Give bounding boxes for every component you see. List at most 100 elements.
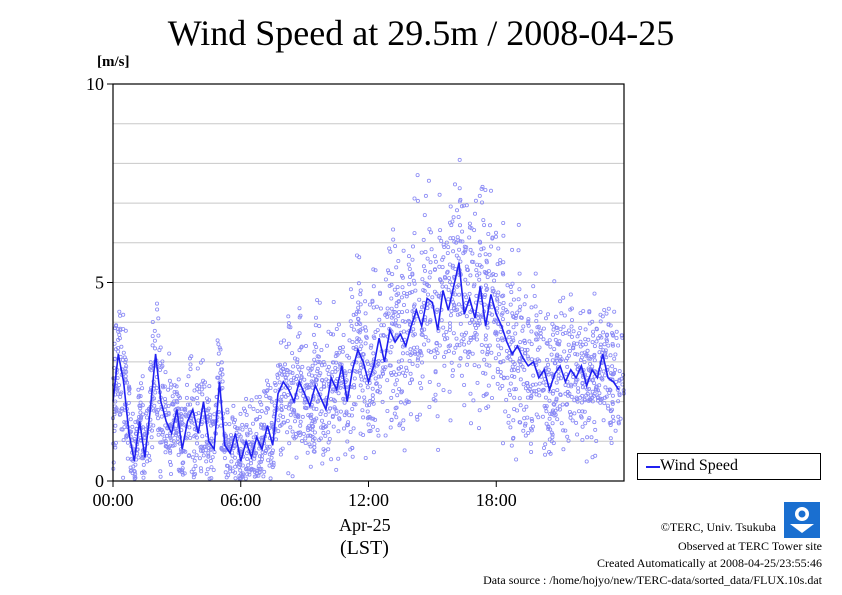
sample-point [307,383,312,388]
sample-point [175,436,180,441]
sample-point [313,323,318,328]
sample-point [422,342,427,347]
sample-point [181,460,186,465]
sample-point [152,403,157,408]
sample-point [584,393,589,398]
sample-point [358,292,363,297]
sample-point [441,388,446,393]
sample-point [353,402,358,407]
sample-point [386,311,391,316]
sample-point [186,431,191,436]
sample-point [527,339,532,344]
sample-point [290,429,295,434]
sample-point [613,428,618,433]
sample-point [408,412,413,417]
sample-point [376,358,381,363]
sample-point [586,366,591,371]
sample-point [220,379,225,384]
sample-point [453,292,458,297]
sample-point [122,370,127,375]
sample-point [167,351,172,356]
sample-point [319,347,324,352]
sample-point [182,471,187,476]
sample-point [174,384,179,389]
sample-point [331,397,336,402]
sample-point [589,435,594,440]
sample-point [277,371,282,376]
sample-point [580,437,585,442]
sample-point [612,356,617,361]
sample-point [509,290,514,295]
sample-point [389,306,394,311]
sample-point [594,327,599,332]
sample-point [458,321,463,326]
sample-point [533,358,538,363]
sample-point [495,366,500,371]
sample-point [603,373,608,378]
sample-point [439,238,444,243]
sample-point [377,290,382,295]
sample-point [383,433,388,438]
sample-point [419,305,424,310]
sample-point [483,187,488,192]
sample-point [442,274,447,279]
sample-point [124,364,129,369]
sample-point [184,395,189,400]
sample-point [594,385,599,390]
sample-point [349,413,354,418]
sample-point [537,358,542,363]
sample-point [591,333,596,338]
sample-point [170,443,175,448]
sample-point [451,331,456,336]
sample-point [312,341,317,346]
sample-point [348,429,353,434]
sample-point [472,211,477,216]
sample-point [455,284,460,289]
sample-point [111,460,116,465]
sample-point [428,260,433,265]
sample-point [511,315,516,320]
sample-point [417,380,422,385]
sample-point [397,423,402,428]
sample-point [345,439,350,444]
sample-point [412,302,417,307]
sample-point [156,316,161,321]
sample-point [278,340,283,345]
sample-point [410,244,415,249]
sample-point [404,368,409,373]
sample-point [257,446,262,451]
sample-point [440,265,445,270]
sample-point [190,455,195,460]
sample-point [218,347,223,352]
sample-point [439,318,444,323]
sample-point [254,431,259,436]
sample-point [602,401,607,406]
sample-point [446,349,451,354]
sample-point [567,328,572,333]
sample-point [529,393,534,398]
sample-point [222,456,227,461]
sample-point [370,424,375,429]
sample-point [610,400,615,405]
sample-point [141,462,146,467]
sample-point [548,344,553,349]
sample-point [325,367,330,372]
sample-point [306,433,311,438]
sample-point [579,351,584,356]
sample-point [495,337,500,342]
sample-point [312,419,317,424]
sample-point [483,293,488,298]
sample-point [231,420,236,425]
sample-point [525,415,530,420]
sample-point [373,376,378,381]
sample-point [460,239,465,244]
sample-point [486,383,491,388]
sample-point [426,338,431,343]
sample-point [297,306,302,311]
sample-point [168,471,173,476]
sample-point [282,362,287,367]
sample-point [507,392,512,397]
sample-point [183,408,188,413]
sample-point [400,351,405,356]
sample-point [365,409,370,414]
